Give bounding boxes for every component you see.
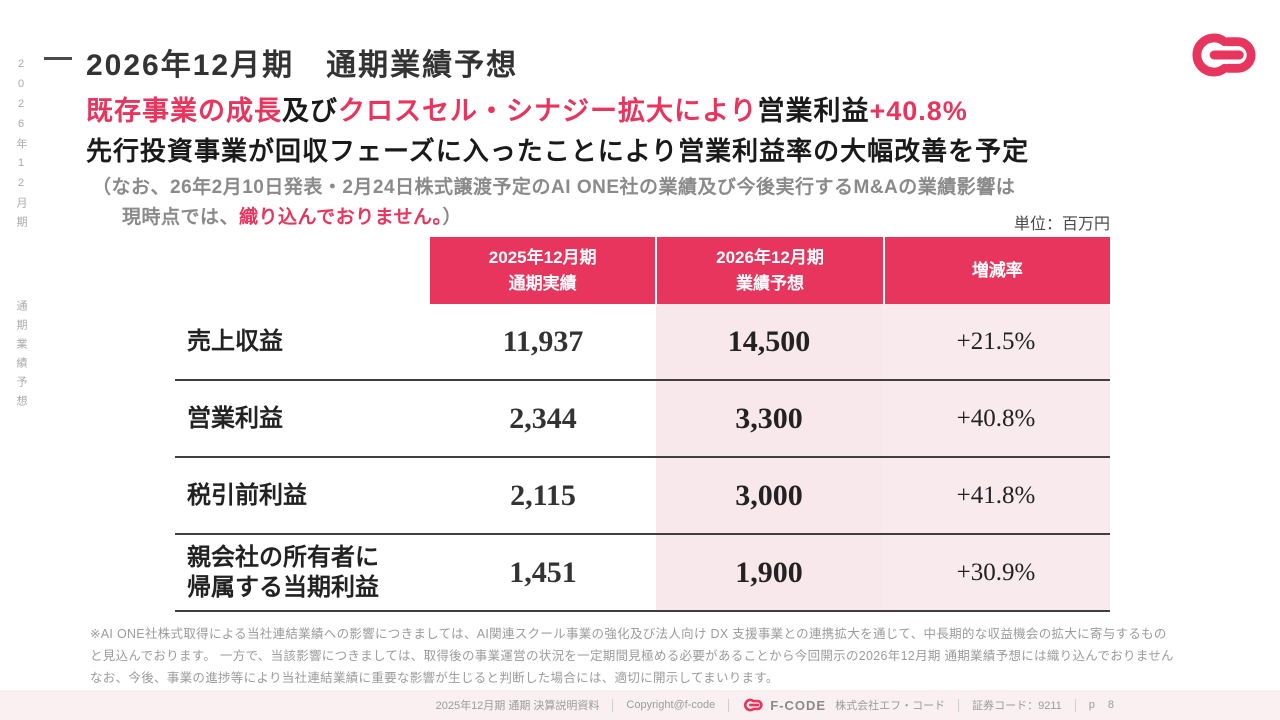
footer-separator — [958, 698, 960, 712]
footer-stock-code: 証券コード：9211 — [972, 700, 1062, 712]
fcode-logo-icon — [1186, 32, 1260, 78]
cell-change: +40.8% — [882, 381, 1110, 456]
table-row-revenue: 売上収益 11,937 14,500 +21.5% — [175, 304, 1110, 381]
col-header-actual-line1: 2025年12月期 — [488, 248, 597, 267]
cell-actual: 11,937 — [430, 304, 656, 379]
note-line2: 現時点では、織り込んでおりません。） — [122, 202, 462, 229]
results-table: 売上収益 11,937 14,500 +21.5% 営業利益 2,344 3,3… — [175, 304, 1110, 612]
footer-copyright: Copyright@f-code — [626, 699, 716, 711]
row-label: 親会社の所有者に 帰属する当期利益 — [187, 543, 379, 601]
col-header-actual-line2: 通期実績 — [508, 273, 577, 293]
unit-label: 単位：百万円 — [1013, 216, 1110, 233]
headline-seg-percent: +40.8% — [869, 96, 968, 126]
cell-forecast: 3,300 — [656, 381, 882, 456]
col-header-forecast: 2026年12月期 業績予想 — [655, 237, 882, 304]
footer-company-name: 株式会社エフ・コード — [835, 700, 946, 712]
footer-fcode-logo-icon — [742, 698, 764, 712]
headline-seg-crosssell: クロスセル・シナジー拡大により — [338, 96, 758, 126]
row-label: 税引前利益 — [187, 481, 307, 509]
headline-seg-growth: 既存事業の成長 — [86, 96, 282, 126]
footer-doc-title: 2025年12月期 通期 決算説明資料 — [435, 700, 600, 712]
note-line2-highlight: 織り込んでおりません。 — [239, 207, 443, 228]
col-header-forecast-line2: 業績予想 — [735, 273, 804, 293]
footer-separator — [1074, 698, 1076, 712]
row-label: 売上収益 — [187, 327, 283, 355]
note-line2-post: ） — [442, 207, 463, 228]
cell-change: +30.9% — [882, 535, 1110, 610]
col-header-forecast-line1: 2026年12月期 — [716, 248, 824, 267]
col-header-actual: 2025年12月期 通期実績 — [430, 237, 655, 304]
headline-seg-and: 及び — [282, 96, 338, 126]
footnote: ※AI ONE社株式取得による当社連結業績への影響につきましては、AI関連スクー… — [90, 624, 1210, 690]
footnote-line2: と見込んでおります。 一方で、当該影響につきましては、取得後の事業運営の状況を一… — [90, 648, 1174, 663]
note-line2-pre: 現時点では、 — [122, 207, 240, 228]
side-label-year: 2026年12月期 — [15, 58, 27, 235]
footer-brand: F-CODE — [770, 697, 827, 713]
cell-actual: 2,115 — [430, 458, 656, 533]
cell-forecast: 3,000 — [656, 458, 882, 533]
table-row-net-profit: 親会社の所有者に 帰属する当期利益 1,451 1,900 +30.9% — [175, 535, 1110, 612]
footer-separator — [728, 698, 730, 712]
footer-page-label: p — [1088, 699, 1095, 711]
note-line1: （なお、26年2月10日発表・2月24日株式譲渡予定のAI ONE社の業績及び今… — [92, 177, 1016, 198]
table-header: 2025年12月期 通期実績 2026年12月期 業績予想 増減率 — [430, 237, 1110, 304]
cell-change: +21.5% — [882, 304, 1110, 379]
title-dash — [44, 57, 72, 60]
footer-page-number: 8 — [1107, 699, 1114, 711]
table-row-operating-profit: 営業利益 2,344 3,300 +40.8% — [175, 381, 1110, 458]
footnote-line3: なお、今後、事業の進捗等により当社連結業績に重要な影響が生じると判断した場合には… — [90, 670, 779, 685]
cell-forecast: 14,500 — [656, 304, 882, 379]
table-row-pretax-profit: 税引前利益 2,115 3,000 +41.8% — [175, 458, 1110, 535]
cell-change: +41.8% — [882, 458, 1110, 533]
cell-actual: 1,451 — [430, 535, 656, 610]
headline-line1: 既存事業の成長及びクロスセル・シナジー拡大により営業利益+40.8% — [86, 89, 968, 128]
headline-line2: 先行投資事業が回収フェーズに入ったことにより営業利益率の大幅改善を予定 — [86, 136, 1030, 166]
headline-seg-profit: 営業利益 — [757, 96, 870, 126]
footer-separator — [612, 698, 614, 712]
cell-actual: 2,344 — [430, 381, 656, 456]
page-title: 2026年12月期 通期業績予想 — [86, 49, 519, 82]
row-label: 営業利益 — [187, 404, 283, 432]
footer: 2025年12月期 通期 決算説明資料 Copyright@f-code F-C… — [0, 690, 1280, 720]
cell-forecast: 1,900 — [656, 535, 882, 610]
side-label-section: 通期業績予想 — [15, 300, 27, 414]
col-header-change: 増減率 — [882, 237, 1110, 304]
footnote-line1: ※AI ONE社株式取得による当社連結業績への影響につきましては、AI関連スクー… — [90, 627, 1167, 641]
